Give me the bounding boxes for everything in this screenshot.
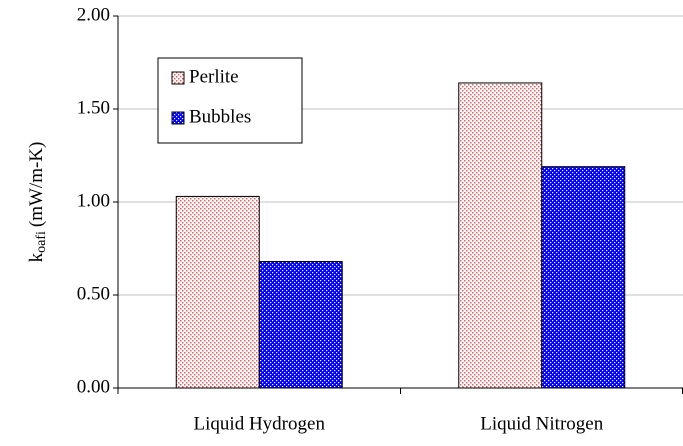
y-axis-label: koafi (mW/m-K)	[26, 142, 49, 263]
legend-swatch	[171, 71, 185, 85]
y-tick-label: 0.00	[77, 376, 110, 397]
x-tick-label: Liquid Nitrogen	[480, 413, 603, 434]
bar	[175, 195, 260, 389]
legend-label: Bubbles	[189, 106, 251, 127]
y-axis-label-main: k	[26, 252, 47, 262]
y-tick-label: 0.50	[77, 283, 110, 304]
legend-swatch	[171, 111, 185, 125]
bar	[541, 166, 626, 389]
y-axis-label-unit: (mW/m-K)	[26, 142, 47, 227]
x-tick-label: Liquid Hydrogen	[194, 413, 326, 434]
legend-box	[157, 57, 303, 144]
y-tick-label: 1.00	[77, 190, 110, 211]
y-tick-label: 1.50	[77, 97, 110, 118]
y-axis-label-sub: oafi	[34, 231, 49, 253]
legend-label: Perlite	[189, 66, 239, 87]
y-tick-label: 2.00	[77, 4, 110, 25]
bar	[258, 261, 343, 389]
bar	[458, 82, 543, 389]
